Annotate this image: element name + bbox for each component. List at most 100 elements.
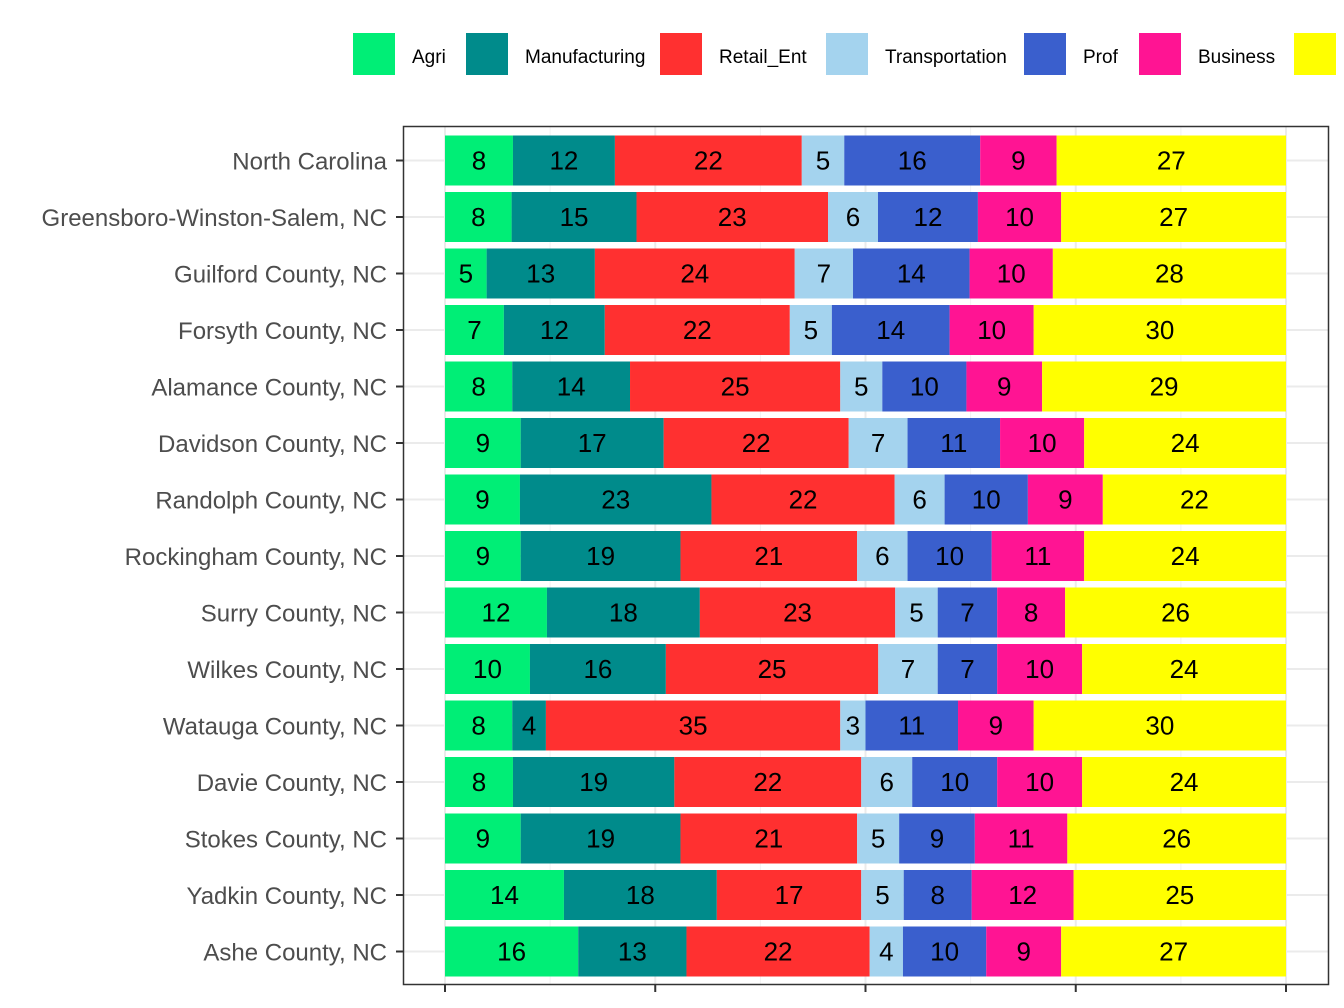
bar-segment-transportation: [840, 361, 883, 412]
y-tick-label: Forsyth County, NC: [178, 318, 387, 345]
bar-segment-manufacturing: [520, 531, 681, 581]
bar-segment-manufacturing: [512, 757, 675, 807]
bar-segment-manufacturing: [503, 305, 605, 355]
data-label: 24: [1171, 541, 1200, 571]
data-label: 23: [718, 202, 747, 232]
bar-segment-manufacturing: [519, 474, 712, 525]
bar-segment-agri: [445, 248, 487, 299]
bar-row-forsyth-county-nc: 7 12 22 5 14 10 30: [445, 305, 1286, 355]
data-label: 29: [1150, 372, 1179, 402]
bar-segment-manufacturing: [563, 870, 717, 920]
bar-segment-transportation: [869, 926, 903, 977]
data-label: 9: [997, 372, 1011, 402]
bar-segment-prof: [899, 813, 975, 864]
bar-segment-prof: [937, 644, 998, 694]
data-label: 5: [875, 880, 889, 910]
data-label: 14: [876, 315, 905, 345]
y-tick-label: Surry County, NC: [201, 601, 387, 628]
data-label: 5: [909, 598, 923, 628]
data-label: 8: [930, 880, 944, 910]
data-label: 9: [930, 824, 944, 854]
y-tick-label: Watauga County, NC: [163, 714, 387, 741]
bar-segment-agri: [445, 135, 513, 186]
bar-segment-transportation: [857, 531, 908, 581]
data-label: 27: [1157, 146, 1186, 176]
bar-segment-business: [997, 644, 1083, 694]
data-label: 10: [1025, 654, 1054, 684]
data-label: 30: [1145, 315, 1174, 345]
bar-segment-agri: [445, 644, 530, 694]
bar-segment-prof: [877, 192, 978, 242]
bar-segment-prof: [903, 870, 972, 920]
data-label: 7: [901, 654, 915, 684]
data-label: 8: [471, 202, 485, 232]
legend-label: Retail_Ent: [719, 47, 807, 68]
bar-segment-business: [1000, 418, 1085, 468]
bar-row-ashe-county-nc: 16 13 22 4 10 9 27: [445, 926, 1286, 977]
bar-row-davie-county-nc: 8 19 22 6 10 10 24: [445, 757, 1286, 807]
y-tick-label: Guilford County, NC: [174, 262, 387, 289]
bar-segment-retail-ent: [630, 361, 841, 412]
data-label: 10: [940, 767, 969, 797]
data-label: 13: [618, 937, 647, 967]
bar-segment-series-7: [1084, 531, 1286, 581]
data-label: 16: [898, 146, 927, 176]
bar-segment-manufacturing: [529, 644, 666, 694]
bar-segment-manufacturing: [578, 926, 687, 977]
bar-segment-agri: [445, 757, 513, 807]
data-label: 19: [586, 541, 615, 571]
bar-segment-business: [980, 135, 1057, 186]
data-label: 25: [758, 654, 787, 684]
bar-segment-retail-ent: [663, 418, 849, 468]
data-label: 15: [560, 202, 589, 232]
data-label: 6: [912, 485, 926, 515]
data-label: 30: [1145, 711, 1174, 741]
legend-item-prof: Prof: [1024, 33, 1119, 75]
data-label: 5: [871, 824, 885, 854]
bar-row-randolph-county-nc: 9 23 22 6 10 9 22: [445, 474, 1286, 525]
bar-segment-manufacturing: [546, 587, 700, 638]
data-label: 22: [694, 146, 723, 176]
bar-segment-agri: [445, 700, 513, 751]
data-label: 4: [879, 937, 893, 967]
bar-segment-prof: [907, 418, 1001, 468]
data-label: 14: [490, 880, 519, 910]
data-label: 24: [1171, 428, 1200, 458]
y-tick-label: Davie County, NC: [197, 770, 387, 797]
y-tick-label: Ashe County, NC: [203, 940, 387, 967]
bar-segment-manufacturing: [520, 418, 664, 468]
bar-segment-business: [974, 813, 1068, 864]
bar-row-guilford-county-nc: 5 13 24 7 14 10 28: [445, 248, 1286, 299]
data-label: 9: [476, 824, 490, 854]
legend-label: Prof: [1083, 47, 1119, 68]
legend-label: Business: [1198, 47, 1275, 68]
data-label: 8: [1024, 598, 1038, 628]
bar-segment-business: [966, 361, 1043, 412]
bar-segment-manufacturing: [486, 248, 595, 299]
data-label: 8: [472, 767, 486, 797]
data-label: 7: [467, 315, 481, 345]
bar-segment-agri: [445, 926, 579, 977]
data-label: 5: [854, 372, 868, 402]
bar-row-wilkes-county-nc: 10 16 25 7 7 10 24: [445, 644, 1286, 694]
bar-segment-business: [977, 192, 1062, 242]
bars: 8 12 22 5 16 9 278 15 23 6 12 10 275 13 24 7 14 10 287 12 22…: [445, 135, 1286, 977]
bar-row-watauga-county-nc: 8 4 35 3 11 9 30: [445, 700, 1286, 751]
y-tick-label: Alamance County, NC: [151, 375, 387, 402]
bar-segment-prof: [912, 757, 998, 807]
y-tick-label: Stokes County, NC: [185, 827, 387, 854]
bar-segment-business: [958, 700, 1034, 751]
data-label: 25: [721, 372, 750, 402]
bar-segment-retail-ent: [665, 644, 879, 694]
bar-segment-agri: [445, 531, 521, 581]
bar-segment-business: [1027, 474, 1103, 525]
data-label: 18: [626, 880, 655, 910]
bar-segment-transportation: [878, 644, 938, 694]
data-label: 10: [473, 654, 502, 684]
bar-segment-business: [997, 757, 1083, 807]
data-label: 22: [1180, 485, 1209, 515]
bar-row-stokes-county-nc: 9 19 21 5 9 11 26: [445, 813, 1286, 864]
legend-item-manufacturing: Manufacturing: [466, 33, 645, 75]
data-label: 5: [816, 146, 830, 176]
data-label: 14: [557, 372, 586, 402]
